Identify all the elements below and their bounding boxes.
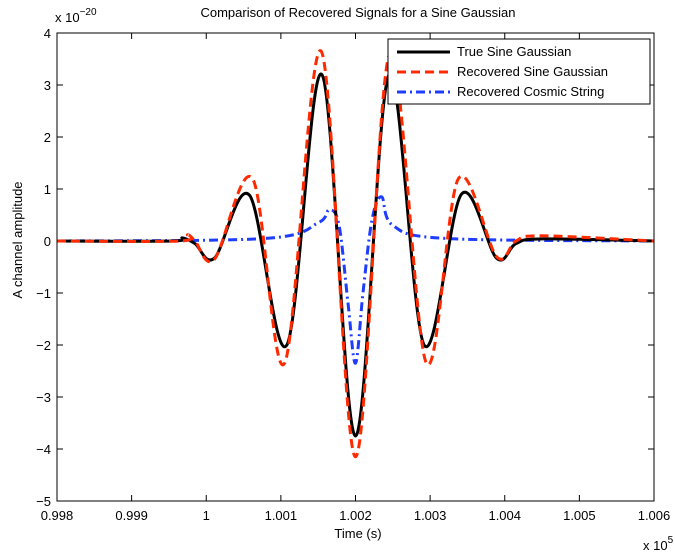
- legend-label-recovered-cosmic-string: Recovered Cosmic String: [457, 84, 604, 99]
- series-layer: [57, 49, 654, 459]
- series-line-recovered-cosmic-string: [57, 195, 654, 365]
- y-exponent-power: −20: [80, 7, 97, 18]
- x-tick-label: 1.002: [339, 508, 372, 523]
- x-tick-label: 0.998: [41, 508, 74, 523]
- y-tick-label: 2: [44, 130, 51, 145]
- x-tick-label: 1.004: [488, 508, 521, 523]
- legend-label-true-sine-gaussian: True Sine Gaussian: [457, 44, 571, 59]
- x-tick-label: 1.001: [265, 508, 298, 523]
- x-tick-label: 0.999: [115, 508, 148, 523]
- y-tick-label: −1: [36, 286, 51, 301]
- y-exponent-base: x 10: [55, 10, 80, 25]
- legend: True Sine Gaussian Recovered Sine Gaussi…: [387, 38, 651, 105]
- y-exponent-label: x 10−20: [55, 7, 97, 25]
- y-tick-label: 1: [44, 182, 51, 197]
- chart-title: Comparison of Recovered Signals for a Si…: [200, 5, 515, 20]
- y-tick-label: −5: [36, 494, 51, 509]
- y-tick-label: −3: [36, 390, 51, 405]
- tick-labels: 0.998 0.999 1 1.001 1.002 1.003 1.004 1.005 1.00…: [36, 26, 670, 523]
- y-tick-label: −2: [36, 338, 51, 353]
- x-axis-label: Time (s): [334, 526, 381, 541]
- plot-frame: [56, 32, 655, 502]
- y-tick-label: 4: [44, 26, 51, 41]
- x-tick-label: 1.006: [638, 508, 671, 523]
- x-tick-label: 1.003: [414, 508, 447, 523]
- y-tick-label: 3: [44, 78, 51, 93]
- y-axis-label: A channel amplitude: [10, 181, 25, 298]
- y-tick-label: 0: [44, 234, 51, 249]
- y-tick-label: −4: [36, 442, 51, 457]
- x-exponent-label: x 105: [643, 535, 674, 553]
- x-exponent-power: 5: [668, 535, 674, 546]
- x-tick-label: 1: [203, 508, 210, 523]
- x-tick-label: 1.005: [563, 508, 596, 523]
- legend-label-recovered-sine-gaussian: Recovered Sine Gaussian: [457, 64, 608, 79]
- x-exponent-base: x 10: [643, 538, 668, 553]
